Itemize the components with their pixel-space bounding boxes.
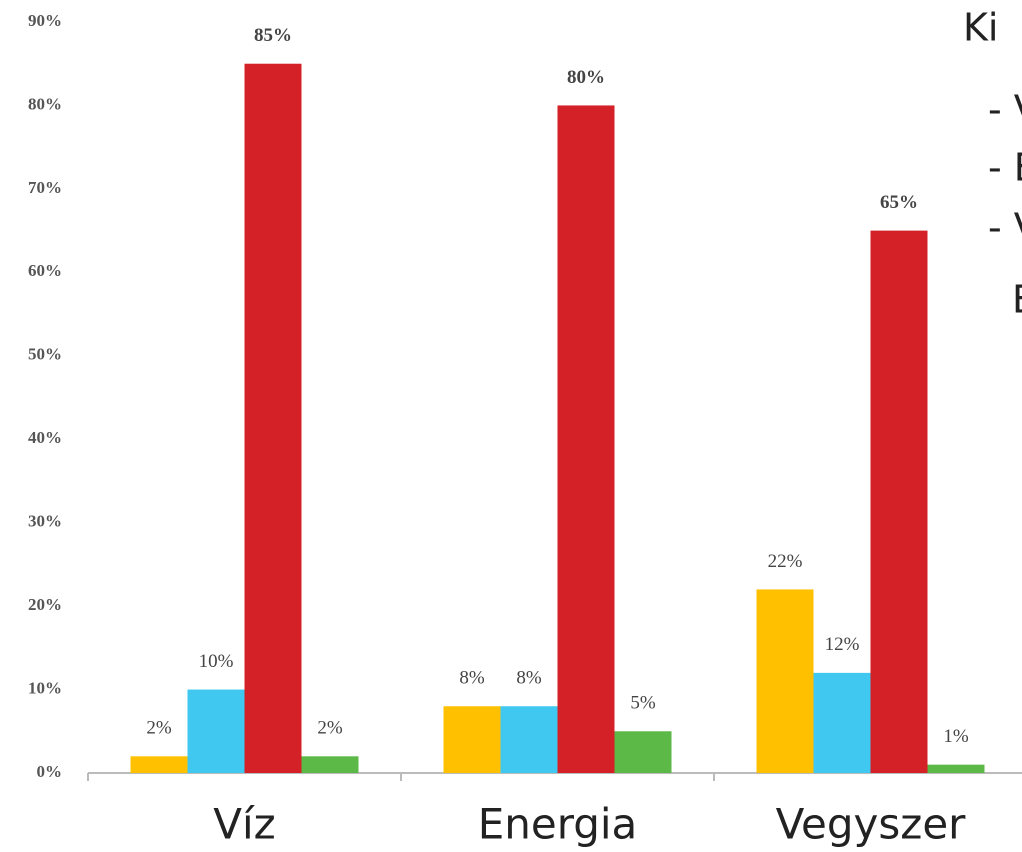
bar xyxy=(443,706,501,773)
x-tick-label: Víz xyxy=(213,800,275,849)
annotation: - V xyxy=(988,206,1022,250)
value-label: 1% xyxy=(943,726,969,747)
annotation: - E xyxy=(988,146,1022,190)
value-label: 8% xyxy=(459,668,485,689)
bar xyxy=(500,706,558,773)
value-label: 22% xyxy=(768,551,803,572)
y-tick-label: 60% xyxy=(28,261,62,280)
annotation: Ki xyxy=(963,6,998,50)
y-tick-label: 80% xyxy=(28,94,62,113)
bar xyxy=(557,105,615,773)
annotation: E xyxy=(1012,278,1022,322)
bar xyxy=(187,689,245,773)
annotation: - V xyxy=(988,88,1022,132)
y-tick-label: 40% xyxy=(28,428,62,447)
bar xyxy=(927,764,985,773)
bar xyxy=(130,756,188,773)
value-label: 5% xyxy=(630,693,656,714)
value-label: 2% xyxy=(317,718,343,739)
value-label: 2% xyxy=(146,718,172,739)
value-label: 80% xyxy=(567,67,605,88)
x-tick-label: Vegyszer xyxy=(776,800,967,849)
x-tick-label: Energia xyxy=(478,800,638,849)
value-label: 10% xyxy=(199,651,234,672)
bar xyxy=(301,756,359,773)
bar xyxy=(870,230,928,774)
y-tick-label: 50% xyxy=(28,345,62,364)
y-tick-label: 30% xyxy=(28,512,62,531)
bar xyxy=(813,672,871,773)
y-tick-label: 0% xyxy=(37,762,63,781)
y-tick-label: 70% xyxy=(28,178,62,197)
y-tick-label: 20% xyxy=(28,595,62,614)
bar xyxy=(614,731,672,773)
value-label: 85% xyxy=(254,25,292,46)
value-label: 8% xyxy=(516,668,542,689)
y-tick-label: 10% xyxy=(28,678,62,697)
bar xyxy=(244,63,302,773)
bar xyxy=(756,589,814,773)
y-tick-label: 90% xyxy=(28,11,62,30)
value-label: 12% xyxy=(825,634,860,655)
value-label: 65% xyxy=(880,192,918,213)
